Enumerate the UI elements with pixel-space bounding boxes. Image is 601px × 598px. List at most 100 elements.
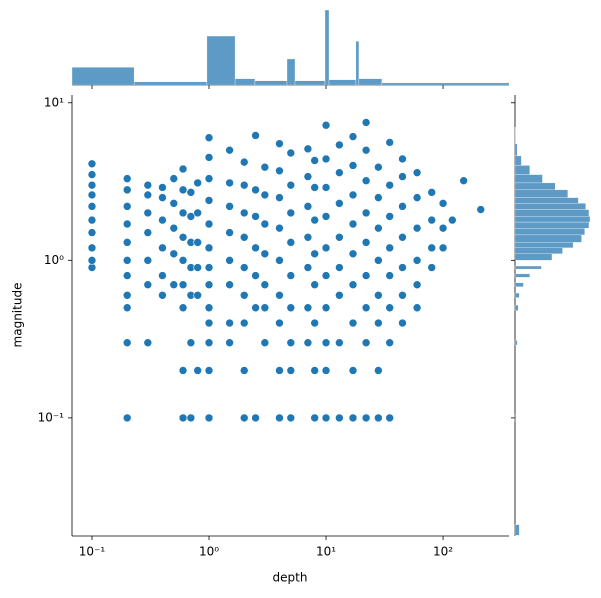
x-tick-label: 10² xyxy=(433,545,453,559)
point xyxy=(361,176,371,186)
y-hist-bar xyxy=(514,414,517,422)
point xyxy=(193,366,202,375)
point xyxy=(374,223,383,233)
point xyxy=(385,338,395,348)
x-hist-bar xyxy=(234,78,256,86)
point xyxy=(204,280,214,290)
x-hist-bar xyxy=(328,79,357,86)
point xyxy=(178,303,188,313)
point xyxy=(275,366,284,375)
y-hist-bar xyxy=(514,247,563,254)
point xyxy=(251,185,260,195)
point xyxy=(385,303,395,313)
point xyxy=(122,413,132,423)
point xyxy=(438,243,448,253)
point xyxy=(310,366,319,375)
y-hist-bar xyxy=(514,234,582,243)
point xyxy=(169,280,179,290)
point xyxy=(321,183,331,192)
point xyxy=(286,366,296,375)
point xyxy=(122,238,132,247)
y-tick-label: 10⁻¹ xyxy=(38,410,65,424)
point xyxy=(225,228,234,237)
point xyxy=(87,243,97,253)
point xyxy=(286,338,296,348)
point xyxy=(438,199,448,208)
y-hist-bar xyxy=(514,273,530,278)
point xyxy=(239,232,249,242)
point xyxy=(361,145,371,155)
point xyxy=(335,263,344,272)
point xyxy=(87,190,97,200)
point xyxy=(158,271,167,280)
point xyxy=(398,263,407,272)
point xyxy=(374,290,383,300)
x-axis-label: depth xyxy=(273,571,308,585)
point xyxy=(169,223,179,233)
point xyxy=(412,168,422,177)
point xyxy=(427,215,437,225)
point xyxy=(239,180,249,190)
point xyxy=(87,256,97,265)
point xyxy=(260,219,270,229)
x-hist-bar xyxy=(254,80,288,86)
point xyxy=(427,243,437,253)
point xyxy=(204,413,214,423)
point xyxy=(398,290,407,300)
x-hist-bar xyxy=(206,35,236,86)
point xyxy=(286,148,296,158)
point xyxy=(178,164,188,174)
point xyxy=(374,162,383,172)
point xyxy=(193,290,202,300)
point xyxy=(348,161,358,170)
point xyxy=(225,280,234,290)
point xyxy=(87,263,97,272)
y-tick-label: 10⁰ xyxy=(44,253,64,267)
point xyxy=(448,215,457,225)
point xyxy=(310,280,319,290)
point xyxy=(286,180,296,190)
y-hist-bar xyxy=(514,524,520,536)
point xyxy=(348,249,358,259)
point xyxy=(427,263,437,272)
x-hist-bar xyxy=(381,82,510,86)
point xyxy=(143,180,153,190)
point xyxy=(122,174,132,183)
point xyxy=(143,190,153,200)
y-hist-bar xyxy=(514,143,518,157)
point xyxy=(158,290,167,300)
x-hist-bar xyxy=(355,41,360,86)
point xyxy=(412,303,422,313)
point xyxy=(122,202,132,211)
point xyxy=(143,280,153,290)
point xyxy=(87,202,97,211)
point xyxy=(348,190,358,200)
point xyxy=(275,166,284,176)
point xyxy=(361,271,371,280)
point xyxy=(275,256,284,265)
point xyxy=(310,413,319,423)
point xyxy=(193,263,202,272)
point xyxy=(87,170,97,179)
point xyxy=(87,180,97,190)
point xyxy=(361,338,371,348)
point xyxy=(398,232,407,242)
point xyxy=(361,303,371,313)
y-hist-bar xyxy=(514,228,585,236)
point xyxy=(438,223,448,233)
y-hist-bar xyxy=(514,221,590,229)
point xyxy=(286,271,296,280)
point xyxy=(286,303,296,313)
y-tick-label: 10¹ xyxy=(44,95,64,109)
point xyxy=(412,223,422,233)
point xyxy=(178,208,188,218)
point xyxy=(385,413,395,423)
point xyxy=(335,290,344,300)
point xyxy=(204,366,214,375)
point xyxy=(239,318,249,328)
x-hist-bar xyxy=(358,78,383,86)
point xyxy=(260,338,270,348)
point xyxy=(87,159,97,169)
point xyxy=(143,228,153,237)
